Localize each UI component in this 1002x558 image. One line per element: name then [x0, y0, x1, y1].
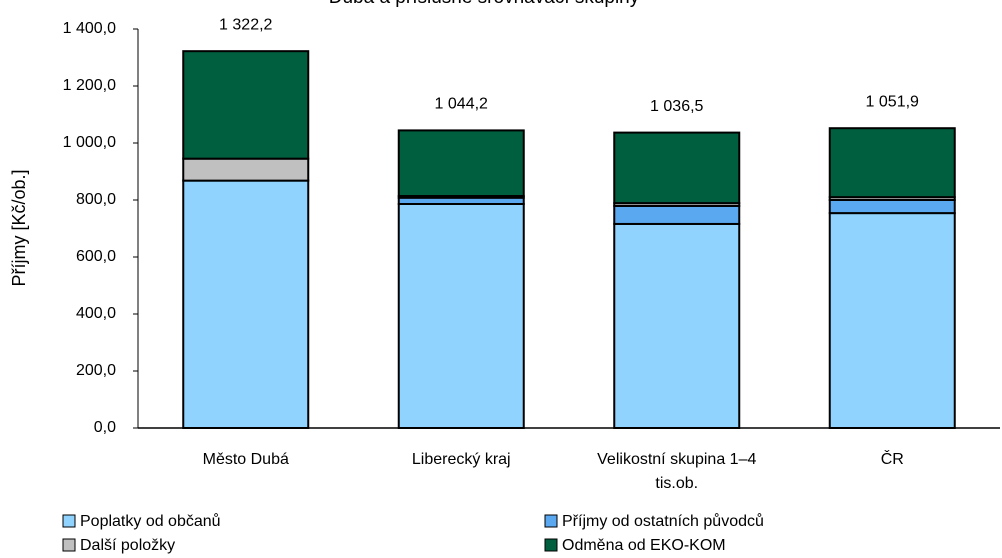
total-label: 1 036,5: [650, 98, 703, 115]
legend-swatch: [62, 538, 76, 552]
total-label: 1 322,2: [219, 16, 272, 33]
y-tick-label: 800,0: [76, 191, 116, 208]
x-tick-label: ČR: [880, 451, 904, 468]
bar-segment: [397, 129, 525, 198]
chart-title: Dubá a příslušné srovnávací skupiny: [329, 0, 640, 8]
y-axis-label: Příjmy [Kč/ob.]: [9, 169, 29, 286]
y-tick-label: 1 000,0: [63, 134, 116, 151]
bar-segment: [613, 131, 741, 205]
y-tick-label: 1 200,0: [63, 77, 116, 94]
bar-segment: [828, 199, 956, 215]
x-tick-label: Liberecký kraj: [411, 451, 511, 468]
y-tick-label: 200,0: [76, 362, 116, 379]
bar-segment: [182, 157, 310, 182]
bar-segment: [182, 179, 310, 429]
x-tick-label: Město Dubá: [202, 451, 289, 468]
y-tick-label: 600,0: [76, 248, 116, 265]
legend-label: Další položky: [80, 537, 175, 554]
legend-label: Příjmy od ostatních původců: [562, 512, 764, 530]
y-tick-label: 400,0: [76, 305, 116, 322]
legend-swatch: [544, 514, 558, 528]
legend-label: Poplatky od občanů: [80, 512, 221, 530]
total-label: 1 051,9: [866, 93, 919, 110]
y-tick-label: 0,0: [94, 419, 116, 436]
bar-segment: [828, 127, 956, 199]
y-tick-label: 1 400,0: [63, 20, 116, 37]
total-label: 1 044,2: [435, 96, 488, 113]
x-tick-label: Velikostní skupina 1–4 tis.ob.: [597, 451, 757, 492]
bar-segment: [613, 204, 741, 225]
legend-label: Odměna od EKO-KOM: [562, 537, 726, 554]
bar-segment: [397, 202, 525, 429]
legend-swatch: [62, 514, 76, 528]
bar-segment: [182, 50, 310, 160]
bar-segment: [613, 222, 741, 429]
legend-swatch: [544, 538, 558, 552]
bar-segment: [828, 212, 956, 429]
